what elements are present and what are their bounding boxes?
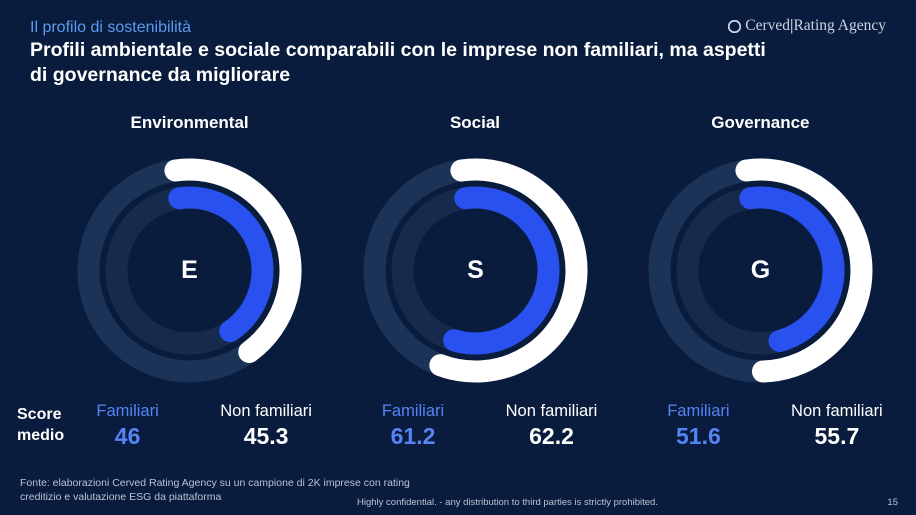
svg-text:E: E	[181, 256, 198, 284]
svg-text:S: S	[467, 256, 484, 284]
svg-text:G: G	[751, 256, 770, 284]
